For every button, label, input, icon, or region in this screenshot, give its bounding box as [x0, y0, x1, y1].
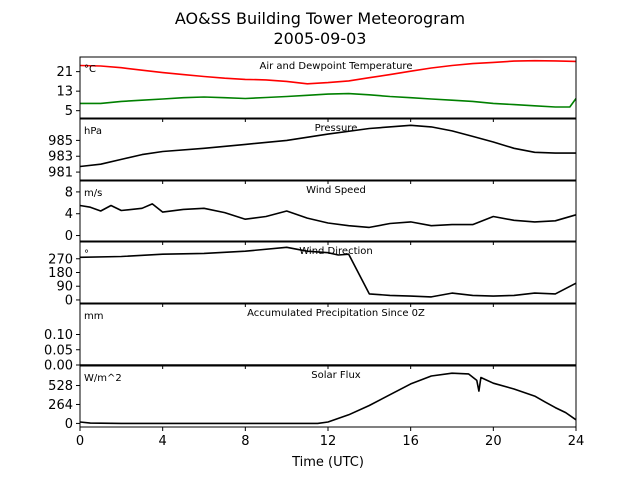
y-tick-label: 0.00	[44, 359, 73, 374]
x-tick-label: 0	[76, 434, 84, 449]
chart-subtitle: 2005-09-03	[274, 29, 367, 48]
panel-1-series-1	[79, 59, 577, 85]
y-tick-label: 180	[48, 266, 73, 281]
x-tick-label: 12	[320, 434, 337, 449]
panel-6: 0 264 528 W/m^2 Solar Flux	[48, 365, 577, 432]
y-tick-label: 264	[48, 398, 73, 413]
panel-1-unit: °C	[84, 64, 96, 75]
x-tick-label: 24	[568, 434, 585, 449]
panel-4-unit: °	[84, 249, 89, 260]
panel-2-title: Pressure	[315, 123, 358, 134]
y-tick-label: 4	[65, 207, 73, 222]
x-tick-label: 8	[241, 434, 249, 449]
x-tick-label: 20	[485, 434, 502, 449]
panel-4-title: Wind Direction	[299, 246, 373, 257]
y-tick-label: 0	[65, 293, 73, 308]
y-tick-label: 5	[65, 104, 73, 119]
y-tick-label: 13	[56, 85, 73, 100]
y-tick-label: 985	[48, 134, 73, 149]
panel-6-unit: W/m^2	[84, 373, 122, 384]
panel-2-unit: hPa	[84, 126, 102, 137]
y-tick-label: 528	[48, 379, 73, 394]
x-tick-label: 16	[402, 434, 419, 449]
y-tick-label: 981	[48, 166, 73, 181]
y-tick-label: 0.10	[44, 328, 73, 343]
y-tick-label: 21	[56, 65, 73, 80]
chart-title: AO&SS Building Tower Meteorogram	[175, 9, 465, 28]
y-tick-label: 90	[56, 280, 73, 295]
x-axis: 0 4 8 12 16 20 24	[76, 434, 584, 449]
panel-6-title: Solar Flux	[311, 370, 361, 381]
panel-3: 0 4 8 m/s Wind Speed	[65, 180, 577, 245]
panel-3-title: Wind Speed	[306, 185, 366, 196]
y-tick-label: 983	[48, 150, 73, 165]
y-tick-label: 0	[65, 417, 73, 432]
y-tick-label: 270	[48, 252, 73, 267]
panel-2-series-1	[79, 124, 576, 168]
y-tick-label: 0	[65, 229, 73, 244]
x-tick-label: 4	[159, 434, 167, 449]
panel-5-unit: mm	[84, 311, 103, 322]
panel-5-title: Accumulated Precipitation Since 0Z	[247, 308, 425, 319]
panel-6-series-1	[79, 372, 577, 425]
panel-3-series-1	[79, 203, 577, 229]
panel-5: 0.000.050.10 mm Accumulated Precipitation …	[44, 303, 577, 374]
panel-3-unit: m/s	[84, 188, 102, 199]
panel-4-series-1	[79, 246, 577, 298]
y-tick-label: 0.05	[44, 343, 73, 358]
panel-1-title: Air and Dewpoint Temperature	[260, 61, 413, 72]
panel-1: 5 13 21 °C Air and Dewpoint Temperature	[56, 56, 577, 122]
x-axis-label: Time (UTC)	[291, 455, 364, 470]
panel-1-series-2	[80, 92, 577, 108]
y-tick-label: 8	[65, 185, 73, 200]
